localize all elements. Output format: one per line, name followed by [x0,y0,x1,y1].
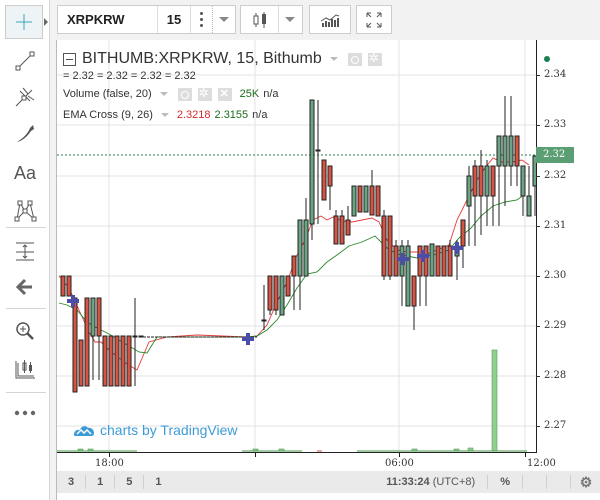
text-tool[interactable]: Aa [6,156,44,190]
ema-label: EMA Cross (9, 26) [63,109,153,121]
symbol-group: XRPKRW 15 [57,5,236,34]
zoom-in-icon [16,322,34,340]
arrow-left-icon [15,278,32,296]
pitchfork-tool[interactable] [6,80,44,114]
time-label: 12:00 [527,458,556,469]
ema-fast-value: 2.3218 [176,109,211,121]
volume-label: Volume (false, 20) [63,88,152,100]
series-menu-icon[interactable] [329,57,338,61]
chart-legend: BITHUMB:XRPKRW, 15, Bithumb = 2.32 = 2.3… [63,50,382,124]
drawing-toolbar: Aa [0,0,50,500]
time-label: 18:00 [95,458,124,469]
long-short-tool[interactable] [6,352,44,386]
measure-icon [16,242,34,261]
volume-na: n/a [263,88,279,100]
legend-title: BITHUMB:XRPKRW, 15, Bithumb [82,50,322,67]
clock[interactable]: 11:33:24 (UTC+8) [374,475,489,489]
more-icon [14,410,36,416]
pattern-icon [14,200,37,222]
price-label: 2.32 [544,170,567,181]
toolbar-divider [6,308,46,309]
price-label: 2.34 [544,69,567,80]
trend-line-tool[interactable] [6,44,44,78]
chart-type-dropdown-icon[interactable] [279,6,301,33]
fullscreen-icon [366,12,382,27]
trend-line-icon [15,51,35,71]
text-icon: Aa [13,162,37,183]
settings-icon[interactable] [367,51,382,66]
price-label: 2.28 [544,370,567,381]
tradingview-watermark[interactable]: charts by TradingView [73,422,237,438]
top-toolbar: XRPKRW 15 [50,0,600,40]
time-axis[interactable]: 18:00 06:00 12:00 [57,453,556,475]
range-button[interactable]: 3 [57,475,87,489]
current-price-tag: 2.32 [536,147,574,163]
time-label: 06:00 [385,458,414,469]
more-tool[interactable] [6,396,44,430]
interval-dropdown-icon[interactable] [213,6,235,33]
volume-legend-row: Volume (false, 20) 25K n/a [63,85,382,103]
crosshair-tool[interactable] [5,5,48,39]
ema-na: n/a [252,109,268,121]
price-label: 2.30 [544,270,567,281]
price-chart[interactable] [57,40,536,453]
measure-tool[interactable] [6,234,44,268]
chart-type-group [240,5,303,34]
submenu-arrow-icon[interactable] [44,18,48,26]
pitchfork-icon [15,87,35,107]
range-button[interactable]: 5 [115,475,145,489]
auto-toggle[interactable] [547,475,571,489]
indicators-button[interactable] [309,5,351,34]
ema-menu-icon[interactable] [160,113,169,117]
brush-icon [17,125,34,142]
collapse-legend-icon[interactable] [63,52,76,66]
chart-panel[interactable]: BITHUMB:XRPKRW, 15, Bithumb = 2.32 = 2.3… [56,40,600,500]
ruler-candles-icon [15,360,35,379]
indicators-icon [320,13,340,27]
watermark-text: charts by TradingView [100,422,238,438]
percent-toggle[interactable]: % [488,475,523,489]
price-axis[interactable]: 2.34 2.33 2.32 2.31 2.30 2.29 2.28 2.27 … [536,40,600,453]
volume-visibility-icon[interactable] [177,87,192,101]
symbol-input[interactable]: XRPKRW [58,6,158,33]
interval-more-button[interactable] [191,6,213,33]
candlestick-icon [253,11,266,28]
brush-tool[interactable] [6,116,44,150]
crosshair-icon [16,14,32,30]
bottom-bar: 3 1 5 1 11:33:24 (UTC+8) % ⚙ [57,471,600,493]
ema-slow-value: 2.3155 [214,109,249,121]
pattern-tool[interactable] [6,194,44,228]
visibility-icon[interactable] [347,52,362,66]
chart-settings-icon[interactable]: ⚙ [579,473,593,490]
ema-legend-row: EMA Cross (9, 26) 2.3218 2.3155 n/a [63,106,382,124]
clock-time: 11:33:24 [386,476,430,488]
price-label: 2.33 [544,119,567,130]
tradingview-logo-icon [74,426,94,436]
price-label: 2.27 [544,420,567,431]
back-tool[interactable] [6,270,44,304]
toolbar-divider [6,227,46,228]
price-label: 2.29 [544,320,567,331]
range-button[interactable]: 1 [86,475,116,489]
toolbar-divider [6,392,46,393]
volume-menu-icon[interactable] [159,92,168,96]
volume-settings-icon[interactable] [197,86,212,101]
volume-remove-icon[interactable] [217,87,232,101]
legend-title-row: BITHUMB:XRPKRW, 15, Bithumb [63,50,382,68]
log-toggle[interactable] [523,475,547,489]
zoom-in-tool[interactable] [6,314,44,348]
range-button[interactable]: 1 [155,476,162,488]
clock-timezone: (UTC+8) [432,476,476,488]
volume-value: 25K [239,88,260,100]
chart-type-button[interactable] [241,6,279,33]
fullscreen-button[interactable] [356,5,392,34]
ohlc-values: = 2.32 = 2.32 = 2.32 = 2.32 [63,70,196,82]
status-dot-icon [544,56,550,62]
interval-button[interactable]: 15 [158,6,191,33]
price-label: 2.31 [544,220,567,231]
